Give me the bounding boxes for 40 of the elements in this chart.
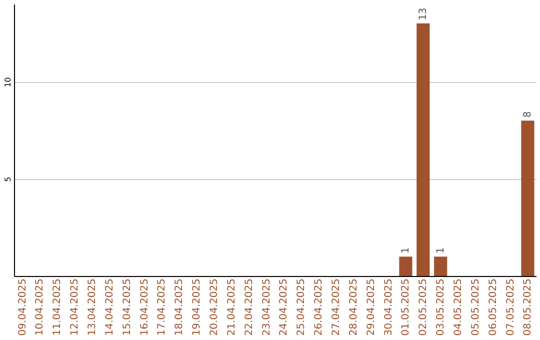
x-tick-label: 08.05.2025 [522, 278, 534, 336]
x-tick-label: 25.04.2025 [296, 278, 308, 336]
x-tick-label: 15.04.2025 [122, 278, 133, 336]
x-tick-label: 19.04.2025 [192, 278, 203, 336]
x-tick-label: 12.04.2025 [70, 278, 81, 336]
x-tick-label: 28.04.2025 [348, 278, 360, 336]
x-tick-label: 21.04.2025 [226, 278, 238, 336]
x-tick-label: 04.05.2025 [453, 278, 464, 336]
y-tick-label: 5 [4, 176, 12, 182]
bar [521, 120, 534, 276]
x-tick-label: 11.04.2025 [52, 278, 64, 336]
data-label: 1 [400, 247, 412, 254]
y-tick-label: 10 [4, 77, 12, 88]
x-tick-label: 18.04.2025 [174, 278, 186, 336]
x-tick-label: 22.04.2025 [244, 278, 255, 336]
x-tick-label: 27.04.2025 [331, 278, 342, 336]
data-label: 8 [522, 111, 534, 118]
x-tick-label: 07.05.2025 [505, 278, 516, 336]
x-tick-label: 10.04.2025 [34, 278, 46, 336]
x-tick-label: 30.04.2025 [383, 278, 394, 336]
x-tick-label: 01.05.2025 [400, 278, 412, 336]
x-tick-label: 16.04.2025 [139, 278, 150, 336]
x-tick-label: 23.04.2025 [261, 278, 272, 336]
x-tick-label: 17.04.2025 [156, 278, 168, 336]
bar [416, 23, 430, 276]
data-label: 1 [436, 247, 447, 254]
x-tick-label: 13.04.2025 [86, 278, 98, 336]
bar [434, 256, 448, 276]
x-tick-label: 26.04.2025 [314, 278, 325, 336]
x-tick-label: 06.05.2025 [488, 278, 499, 336]
x-tick-label: 14.04.2025 [104, 278, 116, 336]
x-tick-label: 09.04.2025 [17, 278, 28, 336]
x-tick-label: 05.05.2025 [470, 278, 482, 336]
x-tick-label: 02.05.2025 [418, 278, 430, 336]
x-tick-label: 29.04.2025 [366, 278, 377, 336]
x-tick-label: 03.05.2025 [436, 278, 447, 336]
x-tick-label: 20.04.2025 [209, 278, 220, 336]
x-tick-label: 24.04.2025 [278, 278, 290, 336]
data-label: 13 [418, 8, 430, 20]
bar [399, 256, 412, 276]
